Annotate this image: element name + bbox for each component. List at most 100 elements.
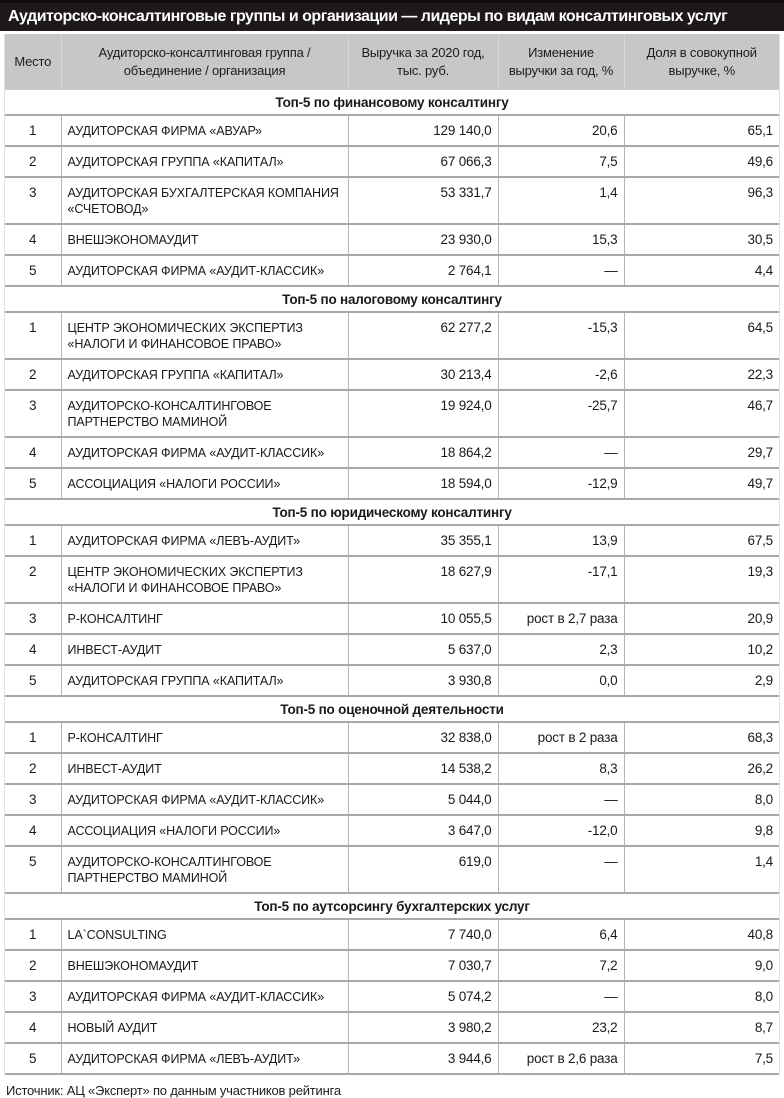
section-title: Топ-5 по аутсорсингу бухгалтерских услуг <box>5 892 779 919</box>
change-cell: -15,3 <box>497 311 624 359</box>
revenue-cell: 5 637,0 <box>347 633 498 665</box>
table-row: 3 АУДИТОРСКАЯ ФИРМА «АУДИТ-КЛАССИК» 5 074,… <box>5 980 779 1012</box>
place-cell: 5 <box>5 467 61 499</box>
name-cell: АУДИТОРСКАЯ ФИРМА «АУДИТ-КЛАССИК» <box>60 783 348 815</box>
revenue-cell: 3 980,2 <box>347 1011 498 1043</box>
place-cell: 3 <box>5 602 61 634</box>
place-cell: 4 <box>5 1011 61 1043</box>
place-cell: 3 <box>5 389 61 437</box>
share-cell: 64,5 <box>623 311 779 359</box>
change-cell: 1,4 <box>497 176 624 224</box>
section-title: Топ-5 по юридическому консалтингу <box>5 498 779 525</box>
revenue-cell: 18 594,0 <box>347 467 498 499</box>
share-cell: 22,3 <box>623 358 779 390</box>
table-body: Топ-5 по финансовому консалтингу 1 АУДИТОР… <box>5 90 779 1074</box>
section-title: Топ-5 по оценочной деятельности <box>5 695 779 722</box>
name-cell: АУДИТОРСКАЯ ФИРМА «АУДИТ-КЛАССИК» <box>60 254 348 286</box>
revenue-cell: 5 074,2 <box>347 980 498 1012</box>
change-cell: 8,3 <box>497 752 624 784</box>
place-cell: 2 <box>5 145 61 177</box>
place-cell: 2 <box>5 358 61 390</box>
name-cell: LA`CONSULTING <box>60 918 348 950</box>
name-cell: АУДИТОРСКАЯ ФИРМА «АУДИТ-КЛАССИК» <box>60 436 348 468</box>
change-cell: 0,0 <box>497 664 624 696</box>
change-cell: рост в 2 раза <box>497 721 624 753</box>
place-cell: 5 <box>5 664 61 696</box>
table-row: 1 Р-КОНСАЛТИНГ 32 838,0 рост в 2 раза 68,3 <box>5 721 779 753</box>
change-cell: -12,9 <box>497 467 624 499</box>
table-row: 4 ИНВЕСТ-АУДИТ 5 637,0 2,3 10,2 <box>5 633 779 665</box>
name-cell: АССОЦИАЦИЯ «НАЛОГИ РОССИИ» <box>60 814 348 846</box>
revenue-cell: 62 277,2 <box>347 311 498 359</box>
revenue-cell: 18 864,2 <box>347 436 498 468</box>
table-row: 4 АССОЦИАЦИЯ «НАЛОГИ РОССИИ» 3 647,0 -12,0 9… <box>5 814 779 846</box>
section-header-row: Топ-5 по финансовому консалтингу <box>5 90 779 115</box>
revenue-cell: 129 140,0 <box>347 114 498 146</box>
revenue-cell: 5 044,0 <box>347 783 498 815</box>
table-row: 4 АУДИТОРСКАЯ ФИРМА «АУДИТ-КЛАССИК» 18 864… <box>5 436 779 468</box>
table-row: 3 АУДИТОРСКО-КОНСАЛТИНГОВОЕ ПАРТНЕРСТВО М… <box>5 389 779 437</box>
place-cell: 2 <box>5 555 61 603</box>
place-cell: 3 <box>5 783 61 815</box>
share-cell: 2,9 <box>623 664 779 696</box>
revenue-cell: 619,0 <box>347 845 498 893</box>
change-cell: 23,2 <box>497 1011 624 1043</box>
revenue-cell: 3 930,8 <box>347 664 498 696</box>
table-zone: Место Аудиторско-консалтинговая группа / … <box>4 34 780 1075</box>
section-header-row: Топ-5 по налоговому консалтингу <box>5 285 779 312</box>
share-cell: 19,3 <box>623 555 779 603</box>
place-cell: 5 <box>5 845 61 893</box>
place-cell: 3 <box>5 980 61 1012</box>
name-cell: АУДИТОРСКАЯ ФИРМА «АУДИТ-КЛАССИК» <box>60 980 348 1012</box>
table-row: 2 АУДИТОРСКАЯ ГРУППА «КАПИТАЛ» 30 213,4 -2,… <box>5 358 779 390</box>
source-note: Источник: АЦ «Эксперт» по данным участни… <box>0 1075 784 1098</box>
table-row: 1 АУДИТОРСКАЯ ФИРМА «ЛЕВЪ-АУДИТ» 35 355,1 1… <box>5 524 779 556</box>
share-cell: 46,7 <box>623 389 779 437</box>
section-header-row: Топ-5 по аутсорсингу бухгалтерских услуг <box>5 892 779 919</box>
share-cell: 8,7 <box>623 1011 779 1043</box>
column-header-0: Место <box>5 34 61 90</box>
name-cell: ИНВЕСТ-АУДИТ <box>60 752 348 784</box>
change-cell: рост в 2,6 раза <box>497 1042 624 1074</box>
share-cell: 8,0 <box>623 783 779 815</box>
table-row: 1 ЦЕНТР ЭКОНОМИЧЕСКИХ ЭКСПЕРТИЗ «НАЛОГИ И… <box>5 311 779 359</box>
share-cell: 49,7 <box>623 467 779 499</box>
section-header-row: Топ-5 по оценочной деятельности <box>5 695 779 722</box>
name-cell: АССОЦИАЦИЯ «НАЛОГИ РОССИИ» <box>60 467 348 499</box>
name-cell: АУДИТОРСКАЯ ФИРМА «ЛЕВЪ-АУДИТ» <box>60 524 348 556</box>
table-row: 1 LA`CONSULTING 7 740,0 6,4 40,8 <box>5 918 779 950</box>
share-cell: 4,4 <box>623 254 779 286</box>
place-cell: 1 <box>5 114 61 146</box>
revenue-cell: 67 066,3 <box>347 145 498 177</box>
table-row: 1 АУДИТОРСКАЯ ФИРМА «АВУАР» 129 140,0 20,6 6… <box>5 114 779 146</box>
name-cell: ВНЕШЭКОНОМАУДИТ <box>60 223 348 255</box>
change-cell: 2,3 <box>497 633 624 665</box>
table-row: 3 Р-КОНСАЛТИНГ 10 055,5 рост в 2,7 раза 20,9 <box>5 602 779 634</box>
change-cell: — <box>497 845 624 893</box>
share-cell: 49,6 <box>623 145 779 177</box>
change-cell: — <box>497 783 624 815</box>
change-cell: -25,7 <box>497 389 624 437</box>
share-cell: 68,3 <box>623 721 779 753</box>
revenue-cell: 2 764,1 <box>347 254 498 286</box>
table-row: 4 ВНЕШЭКОНОМАУДИТ 23 930,0 15,3 30,5 <box>5 223 779 255</box>
name-cell: АУДИТОРСКАЯ ФИРМА «ЛЕВЪ-АУДИТ» <box>60 1042 348 1074</box>
share-cell: 96,3 <box>623 176 779 224</box>
revenue-cell: 14 538,2 <box>347 752 498 784</box>
name-cell: АУДИТОРСКАЯ ГРУППА «КАПИТАЛ» <box>60 664 348 696</box>
share-cell: 7,5 <box>623 1042 779 1074</box>
place-cell: 1 <box>5 721 61 753</box>
column-header-2: Выручка за 2020 год, тыс. руб. <box>347 34 498 90</box>
share-cell: 30,5 <box>623 223 779 255</box>
share-cell: 29,7 <box>623 436 779 468</box>
table-row: 5 АУДИТОРСКАЯ ФИРМА «ЛЕВЪ-АУДИТ» 3 944,6 ро… <box>5 1042 779 1074</box>
share-cell: 26,2 <box>623 752 779 784</box>
table-row: 5 АУДИТОРСКО-КОНСАЛТИНГОВОЕ ПАРТНЕРСТВО М… <box>5 845 779 893</box>
share-cell: 67,5 <box>623 524 779 556</box>
table-header: Место Аудиторско-консалтинговая группа / … <box>5 34 779 90</box>
revenue-cell: 18 627,9 <box>347 555 498 603</box>
share-cell: 9,8 <box>623 814 779 846</box>
change-cell: 7,2 <box>497 949 624 981</box>
name-cell: НОВЫЙ АУДИТ <box>60 1011 348 1043</box>
